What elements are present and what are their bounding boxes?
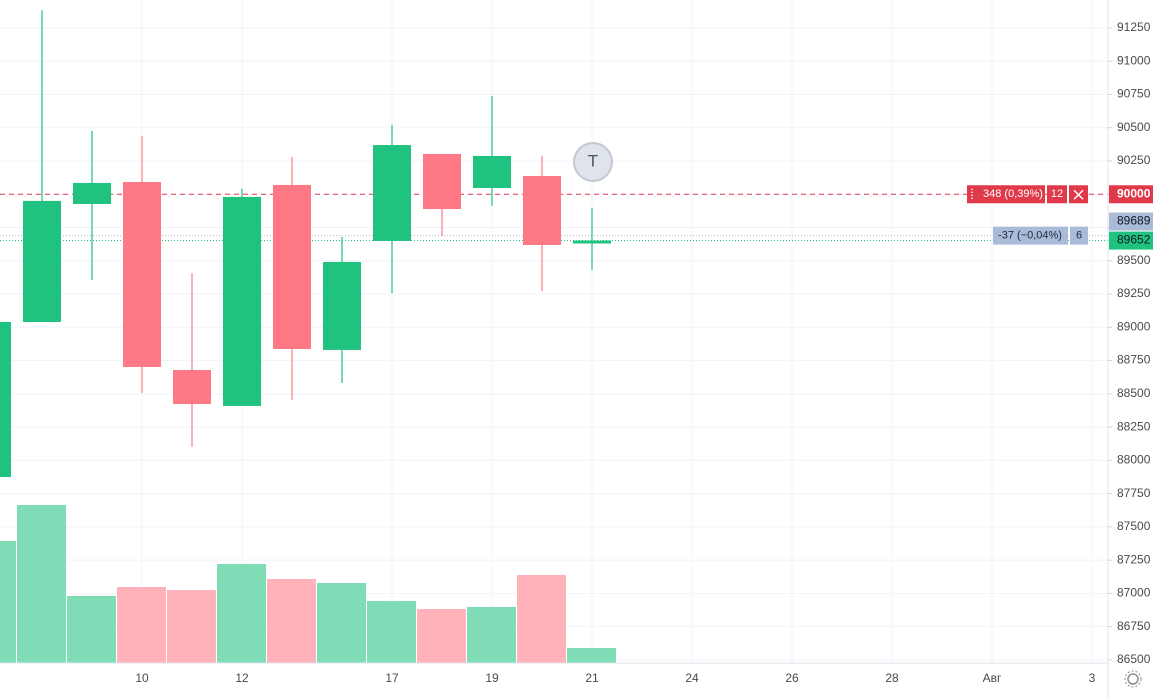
x-tick-label: 19: [485, 671, 499, 685]
candle-body: [23, 200, 61, 322]
y-tick-label: 88000: [1117, 453, 1151, 467]
pill-qty: 6: [1076, 230, 1082, 242]
pill-label: 348 (0,39%): [983, 188, 1043, 200]
candle-body: [573, 240, 611, 244]
order-pill[interactable]: -37 (−0,04%) 6: [993, 226, 1088, 245]
volume-bar: [367, 601, 416, 663]
price-tag-bg: [1109, 185, 1153, 204]
x-tick-label: 24: [685, 671, 699, 685]
candle-body: [73, 182, 111, 204]
candle-body: [373, 145, 411, 241]
y-tick-label: 88250: [1117, 419, 1151, 433]
price-tag: 89652: [1117, 233, 1151, 247]
settings-icon[interactable]: [1124, 670, 1142, 688]
close-button[interactable]: [1069, 185, 1088, 204]
y-tick-label: 87750: [1117, 486, 1151, 500]
candle-body: [173, 370, 211, 404]
y-tick-label: 88750: [1117, 353, 1151, 367]
y-tick-label: 87500: [1117, 519, 1151, 533]
volume-bar: [167, 590, 216, 663]
y-tick-label: 90250: [1117, 153, 1151, 167]
x-tick-label: 3: [1089, 671, 1096, 685]
y-tick-label: 91000: [1117, 53, 1151, 67]
x-tick-label: 21: [585, 671, 599, 685]
pill-qty: 12: [1051, 188, 1063, 200]
tag-layer: 348 (0,39%) 12 -37 (−0,04%) 6 89652 89689 9000…: [967, 185, 1153, 250]
volume-bar: [567, 648, 616, 663]
volume-bar: [417, 609, 466, 663]
volume-bar: [317, 583, 366, 663]
volume-bar: [117, 587, 166, 663]
candle-body: [523, 176, 561, 245]
volume-bar: [217, 564, 266, 663]
price-tag: 89689: [1117, 214, 1151, 228]
candle-body: [223, 196, 261, 406]
marker-label: T: [588, 151, 598, 170]
y-tick-label: 86750: [1117, 619, 1151, 633]
y-tick-label: 89250: [1117, 286, 1151, 300]
x-tick-label: 10: [135, 671, 149, 685]
y-tick-label: 90500: [1117, 120, 1151, 134]
volume-bar: [517, 575, 566, 663]
marker-circle: [573, 142, 613, 182]
pill-label-bg: [993, 226, 1068, 245]
price-tag-bg: [1109, 231, 1153, 250]
y-tick-label: 87000: [1117, 586, 1151, 600]
price-tag-bg: [1109, 212, 1153, 231]
y-tick-label: 86500: [1117, 652, 1151, 666]
x-tick-label: 17: [385, 671, 399, 685]
candle-body: [273, 184, 311, 349]
volume-bar: [267, 579, 316, 663]
candle-body: [323, 261, 361, 350]
x-tick-label: 12: [235, 671, 249, 685]
x-tick-label: 26: [785, 671, 799, 685]
volume-bar: [467, 607, 516, 663]
volume-bar: [17, 505, 66, 663]
candle-body: [0, 321, 11, 477]
grid: [0, 0, 1108, 663]
pill-label: -37 (−0,04%): [998, 230, 1062, 242]
order-pill[interactable]: 348 (0,39%) 12: [967, 185, 1088, 204]
candle-body: [123, 182, 161, 367]
candle-body: [473, 155, 511, 189]
pill-qty-bg: [1047, 185, 1067, 204]
volume-bar: [67, 596, 116, 663]
volume-layer: [0, 505, 616, 663]
y-tick-label: 90750: [1117, 87, 1151, 101]
candle-body: [423, 153, 461, 210]
y-tick-label: 87250: [1117, 552, 1151, 566]
candle-layer: [0, 9, 611, 477]
pill-qty-bg: [1070, 226, 1088, 245]
y-tick-label: 91250: [1117, 20, 1151, 34]
y-tick-label: 89000: [1117, 319, 1151, 333]
y-tick-label: 88500: [1117, 386, 1151, 400]
marker[interactable]: T: [573, 142, 613, 182]
close-icon: [1073, 189, 1084, 200]
y-tick-label: 89500: [1117, 253, 1151, 267]
price-tag: 90000: [1117, 186, 1151, 200]
x-tick-label: Авг: [983, 671, 1002, 685]
x-tick-label: 28: [885, 671, 899, 685]
pill-label-bg: [967, 185, 1045, 204]
volume-bar: [0, 541, 16, 663]
